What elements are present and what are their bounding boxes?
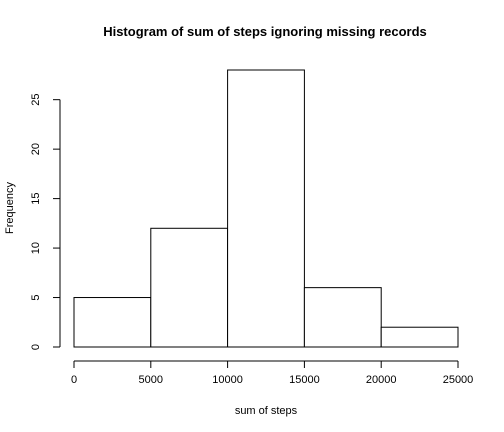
y-axis-label: Frequency [4,182,16,234]
x-tick-label: 0 [71,374,77,386]
bar-group [73,69,459,348]
chart-title: Histogram of sum of steps ignoring missi… [103,24,427,39]
histogram-bar-4 [380,326,459,348]
histogram-bar-0 [73,297,152,348]
x-tick-label: 5000 [139,374,163,386]
x-tick-label: 25000 [443,374,474,386]
histogram-bar-1 [150,227,229,348]
y-tick-label: 15 [30,192,42,204]
x-axis: 0 5000 10000 15000 20000 25000 [71,360,474,386]
y-tick-label: 10 [30,242,42,254]
y-tick-label: 25 [30,94,42,106]
y-axis: 0 5 10 15 20 25 [30,94,61,350]
x-tick-label: 10000 [212,374,243,386]
histogram-bar-2 [227,69,305,348]
histogram-bar-3 [303,287,382,348]
x-tick-label: 15000 [289,374,320,386]
x-tick-label: 20000 [366,374,397,386]
y-tick-label: 0 [30,344,42,350]
y-tick-label: 5 [30,294,42,300]
y-tick-label: 20 [30,143,42,155]
x-axis-label: sum of steps [235,405,298,417]
